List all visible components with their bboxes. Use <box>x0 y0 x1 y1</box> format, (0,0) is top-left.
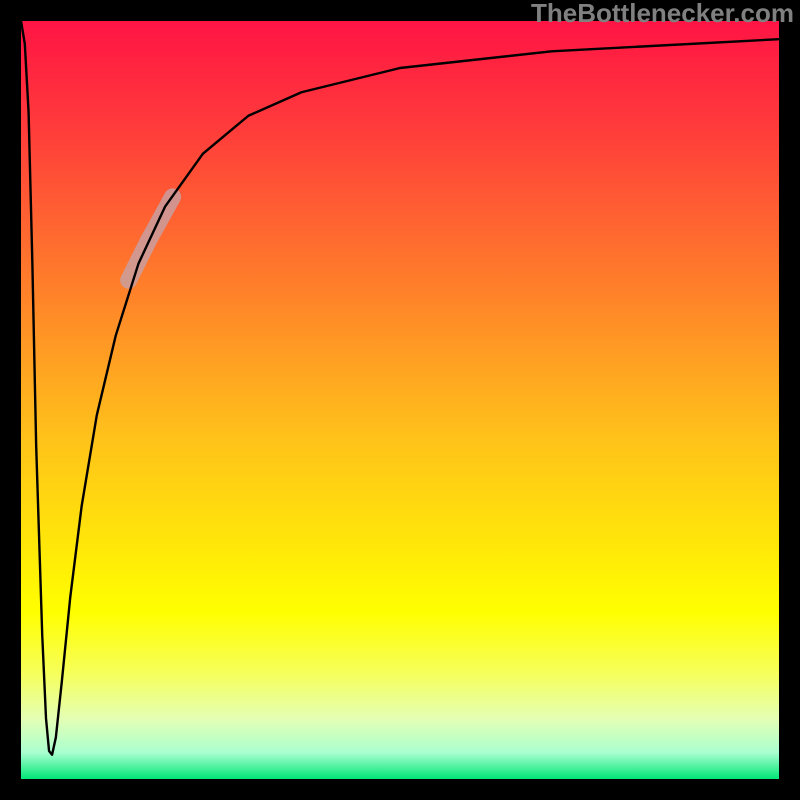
chart-frame: TheBottlenecker.com <box>0 0 800 800</box>
plot-svg <box>0 0 800 800</box>
watermark-text: TheBottlenecker.com <box>531 0 794 26</box>
plot-background <box>21 21 779 779</box>
